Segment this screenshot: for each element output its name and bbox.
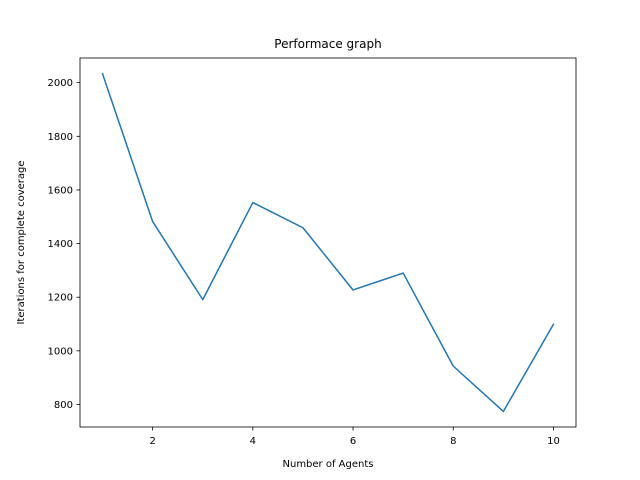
y-tick-label: 1400 [48,239,73,250]
chart-title: Performace graph [274,37,381,51]
plot-area [80,58,576,427]
y-tick-label: 1200 [48,293,73,304]
y-axis-ticks: 800 1000 1200 1400 1600 1800 2000 [48,78,80,411]
y-tick-label: 2000 [48,78,73,89]
x-tick-label: 6 [350,436,356,447]
y-tick-label: 1800 [48,132,73,143]
series-line [101,72,555,413]
x-tick-label: 8 [450,436,456,447]
x-tick-label: 4 [250,436,256,447]
plot-frame [79,57,577,428]
x-axis-label: Number of Agents [283,459,374,470]
x-tick-label: 10 [547,436,560,447]
series-group [101,72,555,413]
x-axis-ticks: 2 4 6 8 10 [149,427,560,447]
y-tick-label: 1000 [48,346,73,357]
y-tick-label: 800 [54,400,73,411]
y-axis-label: Iterations for complete coverage [16,160,27,324]
x-tick-label: 2 [149,436,155,447]
y-tick-label: 1600 [48,185,73,196]
